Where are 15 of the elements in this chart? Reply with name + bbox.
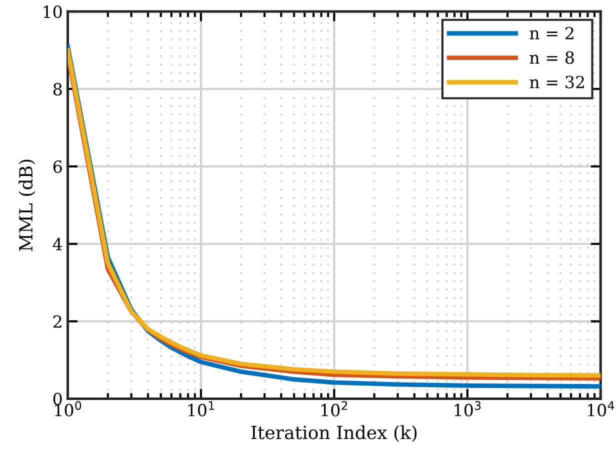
y-tick-label: 4 xyxy=(52,238,62,250)
y-axis-title: MML (dB) xyxy=(18,160,36,252)
legend-label: n = 2 xyxy=(530,26,574,40)
x-tick-label: 10$^{2}$ xyxy=(322,401,348,416)
legend-label: n = 32 xyxy=(530,76,584,88)
x-tick-label: 10$^{1}$ xyxy=(188,401,214,416)
y-tick-label: 6 xyxy=(53,160,62,173)
y-tick-label: 0 xyxy=(53,392,62,406)
x-tick-label: 10$^{3}$ xyxy=(454,401,481,416)
y-tick-label: 8 xyxy=(53,82,62,96)
y-tick-label: 10 xyxy=(44,5,62,18)
x-axis-title: Iteration Index (k) xyxy=(251,425,417,442)
legend-label: n = 8 xyxy=(530,51,574,64)
y-tick-label: 2 xyxy=(53,315,62,328)
x-tick-label: 10$^{4}$ xyxy=(588,401,614,416)
